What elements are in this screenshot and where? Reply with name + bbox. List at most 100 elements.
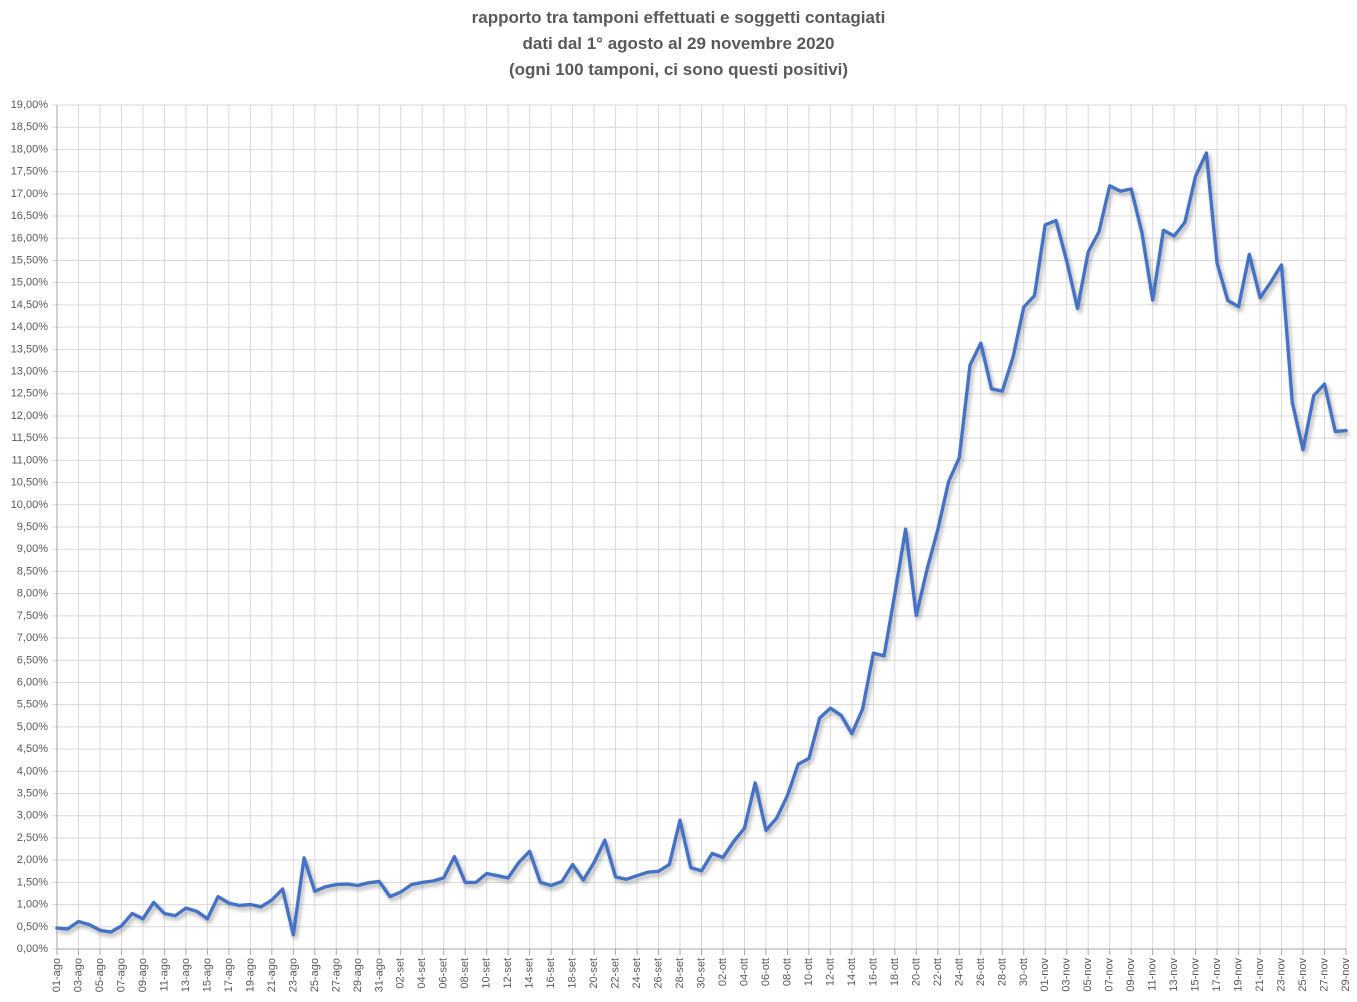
svg-text:19-nov: 19-nov xyxy=(1233,958,1245,992)
svg-text:02-ott: 02-ott xyxy=(717,958,729,986)
svg-text:28-ott: 28-ott xyxy=(996,958,1008,986)
svg-text:19,00%: 19,00% xyxy=(11,99,49,111)
gridlines-horizontal xyxy=(52,104,1346,950)
svg-text:25-ago: 25-ago xyxy=(309,958,321,992)
chart-title-line-3: (ogni 100 tamponi, ci sono questi positi… xyxy=(508,60,849,79)
svg-text:3,50%: 3,50% xyxy=(17,788,48,800)
svg-text:03-ago: 03-ago xyxy=(72,958,84,992)
svg-text:29-nov: 29-nov xyxy=(1340,958,1352,992)
svg-text:04-ott: 04-ott xyxy=(738,958,750,986)
svg-text:01-ago: 01-ago xyxy=(51,958,63,992)
svg-text:09-nov: 09-nov xyxy=(1125,958,1137,992)
svg-text:10,00%: 10,00% xyxy=(11,499,49,511)
svg-text:02-set: 02-set xyxy=(395,958,407,989)
svg-text:12-ott: 12-ott xyxy=(824,958,836,986)
svg-text:07-nov: 07-nov xyxy=(1104,958,1116,992)
svg-text:13,00%: 13,00% xyxy=(11,366,49,378)
svg-text:5,50%: 5,50% xyxy=(17,699,48,711)
svg-text:11,50%: 11,50% xyxy=(12,432,49,444)
svg-text:1,00%: 1,00% xyxy=(17,899,48,911)
svg-text:25-nov: 25-nov xyxy=(1297,958,1309,992)
x-axis-labels: 01-ago 03-ago 05-ago 07-ago 09-ago 11-ago 13-a… xyxy=(51,958,1352,993)
svg-text:6,00%: 6,00% xyxy=(17,676,48,688)
svg-text:15-nov: 15-nov xyxy=(1190,958,1202,992)
svg-text:30-ott: 30-ott xyxy=(1018,958,1030,986)
svg-text:20-set: 20-set xyxy=(588,958,600,989)
svg-text:26-ott: 26-ott xyxy=(975,958,987,986)
svg-text:18-set: 18-set xyxy=(567,958,579,989)
svg-text:04-set: 04-set xyxy=(416,958,428,989)
svg-text:17-nov: 17-nov xyxy=(1211,958,1223,992)
svg-text:05-ago: 05-ago xyxy=(94,958,106,992)
svg-text:29-ago: 29-ago xyxy=(352,958,364,992)
svg-text:22-ott: 22-ott xyxy=(932,958,944,986)
svg-text:06-ott: 06-ott xyxy=(760,958,772,986)
svg-text:05-nov: 05-nov xyxy=(1082,958,1094,992)
svg-text:9,00%: 9,00% xyxy=(17,543,48,555)
svg-text:18,50%: 18,50% xyxy=(11,121,49,133)
svg-text:19-ago: 19-ago xyxy=(244,958,256,992)
svg-text:12,50%: 12,50% xyxy=(11,388,49,400)
chart-title: rapporto tra tamponi effettuati e sogget… xyxy=(0,5,1357,83)
svg-text:24-ott: 24-ott xyxy=(953,958,965,986)
svg-text:27-ago: 27-ago xyxy=(330,958,342,992)
svg-text:08-ott: 08-ott xyxy=(781,958,793,986)
axis-lines xyxy=(56,105,1346,950)
svg-text:16-ott: 16-ott xyxy=(867,958,879,986)
svg-text:10,50%: 10,50% xyxy=(11,477,49,489)
chart-title-line-1: rapporto tra tamponi effettuati e sogget… xyxy=(471,8,886,27)
y-axis-labels: 19,00% 18,50% 18,00% 17,50% 17,00% 16,50% 16,0… xyxy=(11,99,49,955)
svg-text:14,00%: 14,00% xyxy=(11,321,49,333)
svg-text:14-ott: 14-ott xyxy=(846,958,858,986)
svg-text:31-ago: 31-ago xyxy=(373,958,385,992)
svg-text:13-nov: 13-nov xyxy=(1168,958,1180,992)
svg-text:23-nov: 23-nov xyxy=(1276,958,1288,992)
svg-text:27-nov: 27-nov xyxy=(1319,958,1331,992)
svg-text:07-ago: 07-ago xyxy=(115,958,127,992)
svg-text:28-set: 28-set xyxy=(674,958,686,989)
svg-text:18,00%: 18,00% xyxy=(11,143,49,155)
svg-text:10-set: 10-set xyxy=(481,958,493,989)
svg-text:21-ago: 21-ago xyxy=(266,958,278,992)
svg-text:5,00%: 5,00% xyxy=(17,721,48,733)
svg-text:7,50%: 7,50% xyxy=(17,610,48,622)
svg-text:16,00%: 16,00% xyxy=(11,232,49,244)
svg-text:15,00%: 15,00% xyxy=(11,277,49,289)
svg-text:10-ott: 10-ott xyxy=(803,958,815,986)
gridlines-vertical xyxy=(56,105,1347,955)
svg-text:06-set: 06-set xyxy=(438,958,450,989)
svg-text:20-ott: 20-ott xyxy=(910,958,922,986)
svg-text:18-ott: 18-ott xyxy=(889,958,901,986)
svg-text:11-nov: 11-nov xyxy=(1147,958,1159,991)
svg-text:17,00%: 17,00% xyxy=(11,188,49,200)
svg-text:11-ago: 11-ago xyxy=(158,958,170,991)
svg-text:17-ago: 17-ago xyxy=(223,958,235,992)
svg-text:14-set: 14-set xyxy=(524,958,536,989)
chart-title-line-2: dati dal 1° agosto al 29 novembre 2020 xyxy=(522,34,835,53)
svg-text:12-set: 12-set xyxy=(502,958,514,989)
svg-text:8,50%: 8,50% xyxy=(17,565,48,577)
svg-text:15-ago: 15-ago xyxy=(201,958,213,992)
svg-text:12,00%: 12,00% xyxy=(11,410,49,422)
svg-text:0,00%: 0,00% xyxy=(17,943,48,955)
svg-text:21-nov: 21-nov xyxy=(1254,958,1266,992)
svg-text:7,00%: 7,00% xyxy=(17,632,48,644)
svg-text:26-set: 26-set xyxy=(653,958,665,989)
svg-text:0,50%: 0,50% xyxy=(17,921,48,933)
svg-text:09-ago: 09-ago xyxy=(137,958,149,992)
svg-text:14,50%: 14,50% xyxy=(11,299,49,311)
svg-text:01-nov: 01-nov xyxy=(1039,958,1051,992)
svg-text:11,00%: 11,00% xyxy=(12,454,49,466)
svg-text:1,50%: 1,50% xyxy=(17,876,48,888)
svg-text:24-set: 24-set xyxy=(631,958,643,989)
svg-text:16-set: 16-set xyxy=(545,958,557,989)
svg-text:9,50%: 9,50% xyxy=(17,521,48,533)
data-series-line xyxy=(55,151,1348,937)
svg-text:23-ago: 23-ago xyxy=(287,958,299,992)
svg-text:2,00%: 2,00% xyxy=(17,854,48,866)
svg-text:13,50%: 13,50% xyxy=(11,343,49,355)
svg-text:3,00%: 3,00% xyxy=(17,810,48,822)
svg-text:6,50%: 6,50% xyxy=(17,654,48,666)
svg-text:2,50%: 2,50% xyxy=(17,832,48,844)
